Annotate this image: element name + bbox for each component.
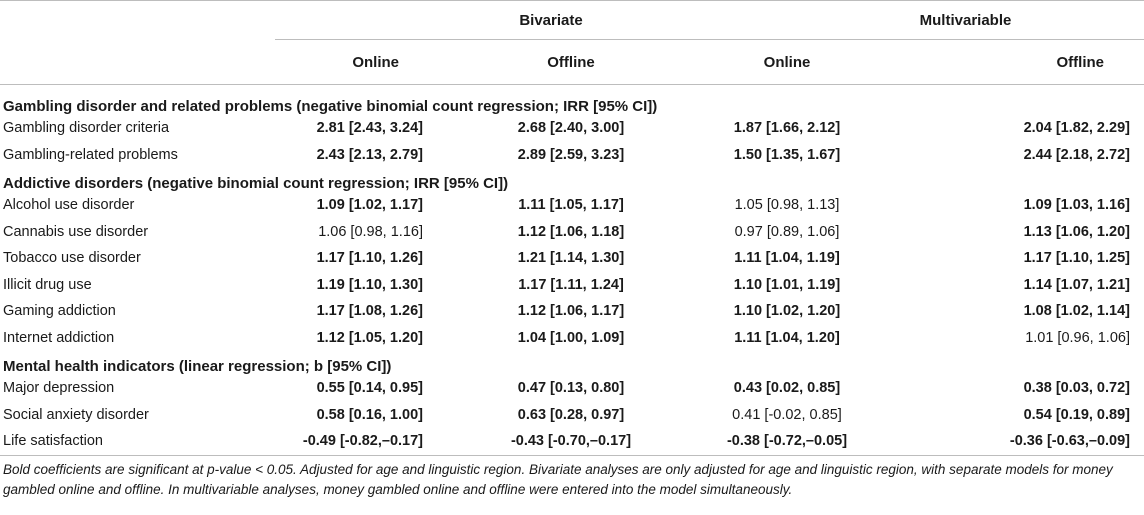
- coefficient-cell: 0.55 [0.14, 0.95]: [316, 380, 423, 397]
- coefficient-cell: 0.54 [0.19, 0.89]: [1023, 406, 1130, 423]
- row-label: Internet addiction: [3, 329, 115, 346]
- table-footnote: Bold coefficients are significant at p-v…: [3, 461, 1113, 497]
- coefficient-cell: 0.58 [0.16, 1.00]: [316, 406, 423, 423]
- coefficient-cell: 1.11 [1.04, 1.20]: [734, 329, 840, 346]
- section-header-row: Mental health indicators (linear regress…: [0, 351, 1144, 375]
- bivariate-online-header: Online: [275, 39, 435, 85]
- coefficient-cell: 0.63 [0.28, 0.97]: [517, 406, 625, 423]
- section-header-row: Addictive disorders (negative binomial c…: [0, 168, 1144, 192]
- coefficient-cell: 0.41 [-0.02, 0.85]: [732, 406, 842, 423]
- coefficient-cell: 2.04 [1.82, 2.29]: [1023, 120, 1130, 137]
- row-label: Major depression: [3, 380, 115, 397]
- coefficient-cell: 1.19 [1.10, 1.30]: [316, 276, 423, 293]
- table-row: Alcohol use disorder 1.09 [1.02, 1.17] 1.1…: [0, 192, 1144, 219]
- coefficient-cell: 1.09 [1.03, 1.16]: [1023, 197, 1130, 214]
- row-label: Illicit drug use: [3, 276, 92, 293]
- coefficient-cell: 1.04 [1.00, 1.09]: [517, 329, 625, 346]
- coefficient-cell: 1.06 [0.98, 1.16]: [318, 223, 423, 240]
- coefficient-cell: 1.12 [1.06, 1.18]: [517, 223, 625, 240]
- group-header-row: Bivariate Multivariable: [0, 1, 1144, 40]
- coefficient-cell: 1.14 [1.07, 1.21]: [1023, 276, 1130, 293]
- row-label: Tobacco use disorder: [3, 250, 141, 267]
- coefficient-cell: 1.17 [1.08, 1.26]: [316, 303, 423, 320]
- table-row: Social anxiety disorder 0.58 [0.16, 1.00]…: [0, 402, 1144, 429]
- coefficient-cell: 1.17 [1.10, 1.26]: [316, 250, 423, 267]
- row-label: Gambling-related problems: [3, 146, 178, 163]
- coefficient-cell: 2.43 [2.13, 2.79]: [316, 146, 423, 163]
- table-row: Life satisfaction -0.49 [-0.82,–0.17] -0.4…: [0, 428, 1144, 456]
- coefficient-cell: 0.43 [0.02, 0.85]: [733, 380, 841, 397]
- coefficient-cell: 1.50 [1.35, 1.67]: [733, 146, 841, 163]
- coefficient-cell: 1.01 [0.96, 1.06]: [1025, 329, 1130, 346]
- coefficient-cell: -0.43 [-0.70,–0.17]: [435, 428, 677, 456]
- table-row: Gambling-related problems 2.43 [2.13, 2.7…: [0, 142, 1144, 169]
- coefficient-cell: 1.17 [1.11, 1.24]: [518, 276, 624, 293]
- bivariate-offline-header: Offline: [435, 39, 677, 85]
- row-label: Cannabis use disorder: [3, 223, 149, 240]
- coefficient-cell: 0.97 [0.89, 1.06]: [734, 223, 840, 240]
- coefficient-cell: -0.49 [-0.82,–0.17]: [275, 428, 435, 456]
- coefficient-cell: 1.87 [1.66, 2.12]: [733, 120, 841, 137]
- coefficient-cell: 1.10 [1.01, 1.19]: [733, 276, 841, 293]
- row-label: Social anxiety disorder: [3, 406, 149, 423]
- section-title: Gambling disorder and related problems (…: [3, 98, 658, 115]
- section-header-row: Gambling disorder and related problems (…: [0, 85, 1144, 115]
- table-row: Internet addiction 1.12 [1.05, 1.20] 1.04 …: [0, 325, 1144, 352]
- table-row: Illicit drug use 1.19 [1.10, 1.30] 1.17 [1…: [0, 272, 1144, 299]
- row-label: Gaming addiction: [3, 303, 116, 320]
- bivariate-header: Bivariate: [275, 1, 677, 40]
- table-body: Gambling disorder and related problems (…: [0, 85, 1144, 456]
- multivariable-online-header: Online: [677, 39, 877, 85]
- row-label: Gambling disorder criteria: [3, 120, 170, 137]
- table-row: Gaming addiction 1.17 [1.08, 1.26] 1.12 [1…: [0, 298, 1144, 325]
- table-row: Gambling disorder criteria 2.81 [2.43, 3.…: [0, 115, 1144, 142]
- coefficient-cell: 1.09 [1.02, 1.17]: [316, 197, 423, 214]
- coefficient-cell: 1.13 [1.06, 1.20]: [1023, 223, 1130, 240]
- coefficient-cell: 2.81 [2.43, 3.24]: [316, 120, 423, 137]
- table-row: Cannabis use disorder 1.06 [0.98, 1.16] 1.…: [0, 219, 1144, 246]
- coefficient-cell: 2.68 [2.40, 3.00]: [517, 120, 625, 137]
- row-label: Alcohol use disorder: [3, 197, 135, 214]
- coefficient-cell: -0.36 [-0.63,–0.09]: [877, 428, 1144, 456]
- coefficient-cell: 1.21 [1.14, 1.30]: [517, 250, 625, 267]
- row-label: Life satisfaction: [0, 428, 275, 456]
- coefficient-cell: 1.11 [1.04, 1.19]: [734, 250, 840, 267]
- table-row: Major depression 0.55 [0.14, 0.95] 0.47 [0…: [0, 375, 1144, 402]
- coefficient-cell: 1.08 [1.02, 1.14]: [1023, 303, 1130, 320]
- coefficient-cell: 1.12 [1.06, 1.17]: [517, 303, 625, 320]
- coefficient-cell: 1.17 [1.10, 1.25]: [1023, 250, 1130, 267]
- coefficient-cell: 1.11 [1.05, 1.17]: [518, 197, 624, 214]
- coefficient-cell: 2.89 [2.59, 3.23]: [517, 146, 625, 163]
- coefficient-cell: 0.47 [0.13, 0.80]: [517, 380, 625, 397]
- section-title: Addictive disorders (negative binomial c…: [3, 175, 509, 192]
- section-title: Mental health indicators (linear regress…: [3, 358, 392, 375]
- coefficient-cell: 2.44 [2.18, 2.72]: [1023, 146, 1130, 163]
- coefficient-cell: 1.12 [1.05, 1.20]: [316, 329, 423, 346]
- coefficient-cell: 0.38 [0.03, 0.72]: [1023, 380, 1130, 397]
- table-row: Tobacco use disorder 1.17 [1.10, 1.26] 1.2…: [0, 245, 1144, 272]
- coefficient-cell: 1.10 [1.02, 1.20]: [733, 303, 841, 320]
- coefficient-cell: 1.05 [0.98, 1.13]: [734, 197, 840, 214]
- results-table: Bivariate Multivariable Online Offline O…: [0, 0, 1144, 456]
- coefficient-cell: -0.38 [-0.72,–0.05]: [677, 428, 877, 456]
- subheader-row: Online Offline Online Offline: [0, 39, 1144, 85]
- multivariable-offline-header: Offline: [877, 39, 1144, 85]
- multivariable-header: Multivariable: [677, 1, 1144, 40]
